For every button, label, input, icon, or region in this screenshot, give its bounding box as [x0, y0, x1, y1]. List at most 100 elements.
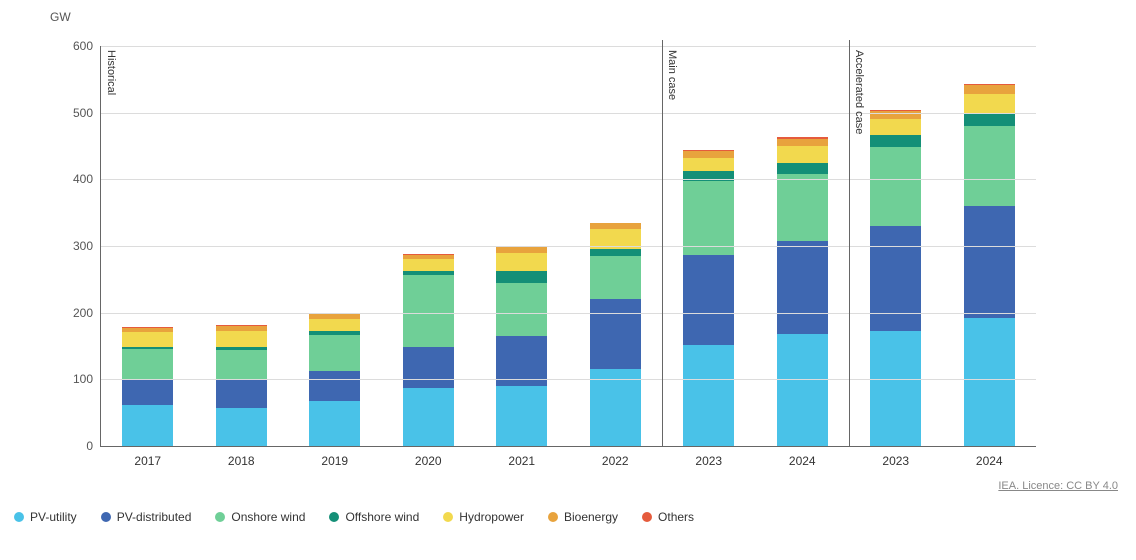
- bar: [777, 137, 828, 446]
- legend: PV-utility PV-distributed Onshore wind Offs…: [14, 510, 1114, 524]
- bar: [122, 327, 173, 446]
- bar-segment-onshore-wind: [309, 335, 360, 372]
- x-tick-label: 2023: [882, 454, 909, 468]
- legend-swatch: [101, 512, 111, 522]
- x-tick-label: 2023: [695, 454, 722, 468]
- legend-swatch: [329, 512, 339, 522]
- legend-item-offshore-wind: Offshore wind: [329, 510, 419, 524]
- bar-segment-pv-distributed: [403, 347, 454, 388]
- gridline: [101, 379, 1036, 380]
- bar-segment-pv-utility: [590, 369, 641, 446]
- bar-segment-pv-distributed: [777, 241, 828, 334]
- bar-segment-pv-utility: [216, 408, 267, 446]
- bar-segment-onshore-wind: [216, 350, 267, 379]
- bar-segment-offshore-wind: [870, 135, 921, 147]
- bar-segment-offshore-wind: [777, 163, 828, 174]
- gridline: [101, 113, 1036, 114]
- legend-swatch: [14, 512, 24, 522]
- legend-label: Others: [658, 510, 694, 524]
- x-tick-label: 2024: [976, 454, 1003, 468]
- bar: [496, 247, 547, 446]
- legend-label: Bioenergy: [564, 510, 618, 524]
- y-tick-label: 300: [73, 239, 93, 253]
- bar-segment-pv-distributed: [590, 299, 641, 369]
- gridline: [101, 313, 1036, 314]
- bar-segment-onshore-wind: [496, 283, 547, 336]
- x-tick-label: 2018: [228, 454, 255, 468]
- bar-segment-onshore-wind: [403, 275, 454, 346]
- bar-segment-pv-utility: [683, 345, 734, 446]
- x-tick-label: 2022: [602, 454, 629, 468]
- legend-swatch: [548, 512, 558, 522]
- y-tick-label: 600: [73, 39, 93, 53]
- legend-label: Offshore wind: [345, 510, 419, 524]
- gridline: [101, 246, 1036, 247]
- gridline: [101, 179, 1036, 180]
- legend-swatch: [215, 512, 225, 522]
- legend-label: PV-distributed: [117, 510, 192, 524]
- bar-segment-pv-distributed: [309, 371, 360, 401]
- bar: [590, 223, 641, 446]
- bar-segment-pv-distributed: [122, 379, 173, 404]
- chart-container: GW 0100200300400500600HistoricalMain cas…: [0, 0, 1136, 560]
- y-tick-label: 400: [73, 172, 93, 186]
- x-tick-label: 2020: [415, 454, 442, 468]
- bar-segment-pv-utility: [122, 405, 173, 446]
- bar-segment-pv-distributed: [870, 226, 921, 331]
- bar-segment-onshore-wind: [870, 147, 921, 226]
- group-label: Main case: [666, 50, 678, 100]
- bar-segment-bioenergy: [777, 139, 828, 146]
- group-label: Accelerated case: [853, 50, 865, 134]
- licence-text: IEA. Licence: CC BY 4.0: [998, 480, 1118, 492]
- bar-segment-bioenergy: [683, 151, 734, 158]
- legend-swatch: [642, 512, 652, 522]
- bar-segment-hydropower: [309, 319, 360, 331]
- bar-segment-pv-utility: [496, 386, 547, 446]
- bar: [683, 150, 734, 446]
- bar-segment-hydropower: [216, 331, 267, 347]
- x-tick-label: 2017: [134, 454, 161, 468]
- bar-segment-onshore-wind: [122, 349, 173, 379]
- bar-segment-offshore-wind: [964, 113, 1015, 126]
- bar-segment-hydropower: [122, 332, 173, 347]
- x-tick-label: 2021: [508, 454, 535, 468]
- legend-item-bioenergy: Bioenergy: [548, 510, 618, 524]
- bar-segment-pv-utility: [777, 334, 828, 446]
- bar-segment-pv-utility: [870, 331, 921, 446]
- bar: [964, 84, 1015, 446]
- gridline: [101, 46, 1036, 47]
- bar-segment-offshore-wind: [496, 271, 547, 283]
- legend-item-onshore-wind: Onshore wind: [215, 510, 305, 524]
- legend-item-others: Others: [642, 510, 694, 524]
- bar-segment-hydropower: [683, 158, 734, 171]
- bar-segment-pv-distributed: [964, 206, 1015, 318]
- legend-label: Onshore wind: [231, 510, 305, 524]
- bar-segment-pv-distributed: [683, 255, 734, 345]
- legend-label: PV-utility: [30, 510, 77, 524]
- bar-segment-hydropower: [870, 119, 921, 135]
- bar-segment-onshore-wind: [590, 256, 641, 299]
- y-tick-label: 200: [73, 306, 93, 320]
- bar-segment-pv-utility: [309, 401, 360, 446]
- bar-segment-onshore-wind: [683, 181, 734, 254]
- bar: [403, 254, 454, 446]
- bar-segment-offshore-wind: [590, 249, 641, 256]
- legend-item-pv-distributed: PV-distributed: [101, 510, 192, 524]
- legend-item-pv-utility: PV-utility: [14, 510, 77, 524]
- group-separator: [662, 40, 663, 446]
- group-separator: [849, 40, 850, 446]
- plot-area: 0100200300400500600HistoricalMain caseAc…: [100, 46, 1036, 447]
- bar-segment-onshore-wind: [964, 126, 1015, 206]
- bar-segment-hydropower: [496, 253, 547, 270]
- y-tick-label: 500: [73, 106, 93, 120]
- legend-swatch: [443, 512, 453, 522]
- x-tick-label: 2019: [321, 454, 348, 468]
- bar: [870, 110, 921, 446]
- bar-segment-pv-distributed: [216, 379, 267, 408]
- legend-item-hydropower: Hydropower: [443, 510, 524, 524]
- legend-label: Hydropower: [459, 510, 524, 524]
- group-label: Historical: [105, 50, 117, 95]
- bar-segment-hydropower: [403, 259, 454, 271]
- bar-segment-hydropower: [777, 146, 828, 163]
- bar: [216, 325, 267, 446]
